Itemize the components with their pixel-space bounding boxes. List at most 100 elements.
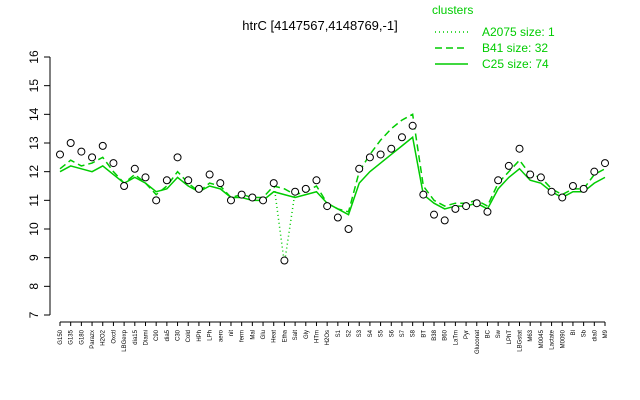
x-tick-label: M0045 <box>539 329 545 348</box>
data-point <box>269 179 278 188</box>
x-tick-label: Sb <box>582 329 588 337</box>
y-tick-label: 15 <box>27 79 41 93</box>
data-point <box>462 202 471 211</box>
data-point <box>536 173 545 182</box>
x-tick-label: Heat <box>272 330 278 343</box>
data-point <box>237 190 246 199</box>
data-point <box>120 182 129 190</box>
x-tick-label: C90 <box>154 329 160 341</box>
data-point <box>152 196 161 205</box>
legend-title: clusters <box>432 3 473 17</box>
data-point <box>440 216 449 225</box>
x-tick-label: ferm <box>240 330 246 342</box>
data-point <box>526 170 535 179</box>
data-point <box>472 199 481 208</box>
data-point <box>365 153 374 162</box>
data-point <box>280 256 289 265</box>
data-point <box>515 144 524 153</box>
series-line <box>59 113 606 213</box>
data-point <box>162 176 171 185</box>
data-point <box>590 167 599 176</box>
y-tick-label: 7 <box>27 311 41 318</box>
y-tick-label: 13 <box>27 136 41 150</box>
y-tick-label: 8 <box>27 283 41 290</box>
x-tick-label: Bl <box>571 330 577 335</box>
data-point <box>451 204 460 213</box>
x-tick-label: S5 <box>379 329 385 337</box>
data-point <box>387 144 396 153</box>
x-tick-label: HPh <box>197 330 203 342</box>
data-point <box>504 161 513 170</box>
data-point <box>419 190 428 199</box>
data-point <box>291 187 300 196</box>
data-point <box>109 159 118 168</box>
data-point <box>397 133 406 142</box>
x-tick-label: S2 <box>347 329 353 337</box>
data-point <box>301 184 310 193</box>
x-tick-label: BT <box>421 330 427 338</box>
x-tick-label: M0090 <box>560 329 566 348</box>
x-tick-label: Glu <box>261 330 267 339</box>
data-point <box>141 173 150 182</box>
x-tick-label: Sw <box>496 329 502 338</box>
data-point <box>376 150 385 159</box>
data-point <box>579 184 588 193</box>
data-point <box>333 213 342 222</box>
data-point <box>226 196 235 205</box>
x-tick-label: H2Os <box>325 330 331 345</box>
x-tick-label: Gluconat <box>475 330 481 354</box>
x-tick-label: C30 <box>176 329 182 341</box>
x-tick-label: LPh <box>208 330 214 341</box>
x-tick-label: M9 <box>603 329 609 338</box>
x-tick-label: BC <box>485 329 491 338</box>
x-tick-label: dia0 <box>592 329 598 341</box>
x-tick-label: Mal <box>250 330 256 340</box>
data-point <box>568 182 577 190</box>
data-point <box>216 179 225 188</box>
x-tick-label: S6 <box>389 329 395 337</box>
chart-title: htrC [4147567,4148769,-1] <box>242 18 397 33</box>
data-point <box>494 176 503 185</box>
x-tick-label: Oxctl <box>111 330 117 344</box>
x-tick-label: Lactate <box>550 329 556 349</box>
data-point <box>344 225 353 233</box>
x-tick-label: LBGstat <box>518 330 524 352</box>
x-tick-label: S7 <box>400 329 406 337</box>
x-tick-label: Cold <box>186 330 192 342</box>
y-tick-label: 14 <box>27 107 41 121</box>
x-tick-label: H2O2 <box>101 329 107 345</box>
x-tick-label: Parazx <box>90 330 96 349</box>
data-point <box>558 193 567 202</box>
legend-label: A2075 size: 1 <box>482 25 555 39</box>
data-point <box>77 147 86 156</box>
data-point <box>205 170 214 179</box>
data-point <box>173 153 182 162</box>
data-point <box>66 139 75 147</box>
x-tick-label: B60 <box>443 329 449 340</box>
data-point <box>98 141 107 150</box>
x-tick-label: LaTm <box>453 330 459 345</box>
x-tick-label: aero <box>218 329 224 342</box>
y-tick-label: 12 <box>27 165 41 179</box>
data-point <box>248 193 257 202</box>
data-point <box>355 164 364 173</box>
legend-label: C25 size: 74 <box>482 57 549 71</box>
data-point <box>184 176 193 185</box>
data-point <box>194 184 203 193</box>
x-tick-label: B38 <box>432 329 438 340</box>
data-point <box>601 159 609 168</box>
y-tick-label: 9 <box>27 254 41 261</box>
series-line <box>59 135 606 216</box>
x-tick-label: Diami <box>143 330 149 345</box>
x-tick-label: S4 <box>368 329 374 337</box>
legend: clusters A2075 size: 1 B41 size: 32 C25 si… <box>432 3 555 71</box>
x-tick-label: S1 <box>336 329 342 337</box>
data-point <box>547 187 556 196</box>
x-tick-label: dia15 <box>133 329 139 344</box>
data-point <box>483 207 492 216</box>
data-point <box>56 150 64 159</box>
legend-label: B41 size: 32 <box>482 41 548 55</box>
x-tick-label: G135 <box>69 329 75 344</box>
